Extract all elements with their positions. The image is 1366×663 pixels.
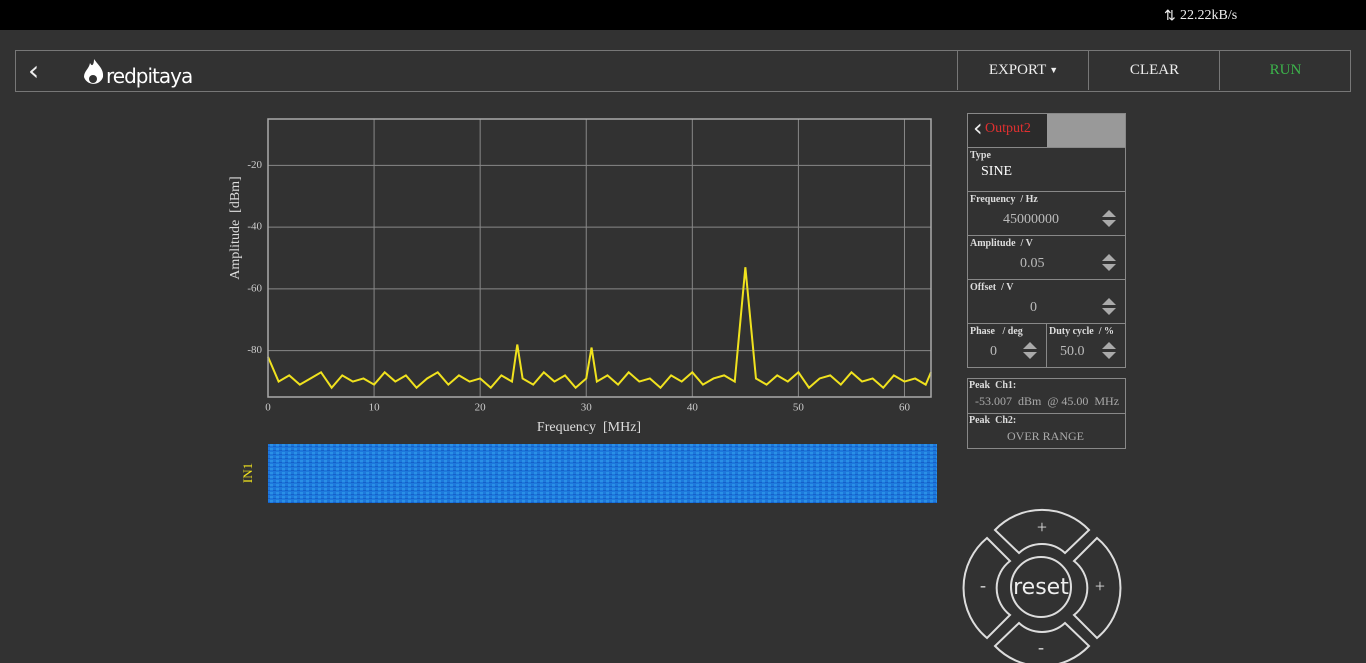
peak2-label: Peak Ch2: [969, 415, 1017, 426]
duty-label: Duty cycle / % [1049, 326, 1114, 337]
duty-field[interactable]: Duty cycle / % 50.0 [1046, 323, 1126, 368]
spin-down[interactable] [1102, 264, 1116, 271]
export-text: EXPORT [988, 61, 1047, 78]
peak1-label: Peak Ch1: [969, 380, 1017, 391]
net-speed: 22.22kB/s [1180, 8, 1238, 23]
pad-left[interactable] [962, 536, 1012, 640]
joystick: reset + - + - [962, 508, 1122, 663]
peak-divider [967, 413, 1126, 414]
phase-label: Phase / deg [970, 326, 1023, 337]
spin-up[interactable] [1102, 254, 1116, 261]
header [15, 50, 1351, 92]
caret: ▼ [1049, 65, 1059, 75]
duty-value: 50.0 [1060, 344, 1085, 359]
run-button[interactable]: RUN [1219, 50, 1351, 90]
x-tick-label: 10 [369, 402, 381, 414]
frequency-field[interactable]: Frequency / Hz 45000000 [967, 191, 1126, 236]
pad-right[interactable] [1072, 536, 1122, 640]
up-label: + [1037, 517, 1047, 537]
tab-label: Output2 [985, 121, 1031, 136]
spin-down[interactable] [1102, 352, 1116, 359]
x-tick-label: 30 [581, 402, 593, 414]
pad-down[interactable] [993, 621, 1091, 663]
offset-field[interactable]: Offset / V 0 [967, 279, 1126, 324]
left-label: - [980, 575, 986, 595]
amplitude-value: 0.05 [1020, 256, 1045, 271]
type-field[interactable]: Type SINE [967, 147, 1126, 192]
x-axis-title: Frequency [MHz] [537, 420, 641, 435]
amplitude-label: Amplitude / V [970, 238, 1033, 249]
reset-label: reset [1013, 575, 1069, 600]
type-label: Type [970, 150, 991, 161]
pad-reset[interactable] [1010, 556, 1072, 618]
plot-frame [267, 118, 932, 398]
clear-button[interactable]: CLEAR [1088, 50, 1220, 90]
status-bar [0, 0, 1366, 30]
right-label: + [1095, 576, 1105, 596]
tab-arrow: ‹ [973, 114, 983, 142]
export-button[interactable]: EXPORT ▼ [957, 50, 1089, 90]
y-tick-label: -20 [247, 159, 262, 171]
back-button[interactable]: ‹ [28, 54, 40, 87]
type-value: SINE [981, 164, 1013, 179]
offset-label: Offset / V [970, 282, 1014, 293]
x-tick-label: 40 [687, 402, 699, 414]
offset-value: 0 [1030, 300, 1037, 315]
spin-up[interactable] [1102, 298, 1116, 305]
tab-toggle[interactable] [1047, 114, 1125, 147]
spin-down[interactable] [1102, 220, 1116, 227]
logo-text: redpitaya [106, 64, 193, 88]
down-label: - [1038, 637, 1044, 657]
amplitude-field[interactable]: Amplitude / V 0.05 [967, 235, 1126, 280]
spin-up[interactable] [1023, 342, 1037, 349]
y-tick-label: -40 [247, 221, 262, 233]
phase-field[interactable]: Phase / deg 0 [967, 323, 1047, 368]
spectrum-line [267, 267, 932, 390]
frequency-value: 45000000 [1003, 212, 1059, 227]
pad-up[interactable] [993, 508, 1091, 555]
spectrum-chart: IN1 Amplitude [dBm] Frequency [MHz] -20 -… [228, 118, 937, 503]
spin-up[interactable] [1102, 342, 1116, 349]
phase-value: 0 [990, 344, 997, 359]
waterfall-label: IN1 [240, 463, 255, 483]
x-tick-label: 60 [899, 402, 911, 414]
frequency-label: Frequency / Hz [970, 194, 1038, 205]
x-tick-label: 50 [793, 402, 805, 414]
y-tick-label: -80 [247, 344, 262, 356]
spin-down[interactable] [1102, 308, 1116, 315]
peak2-value: OVER RANGE [1007, 429, 1084, 443]
y-axis-title: Amplitude [dBm] [228, 176, 243, 279]
peak1-value: -53.007 dBm @ 45.00 MHz [975, 394, 1120, 408]
logo-icon [84, 59, 104, 84]
spin-up[interactable] [1102, 210, 1116, 217]
x-tick-label: 20 [475, 402, 487, 414]
spin-down[interactable] [1023, 352, 1037, 359]
x-tick-label: 0 [265, 402, 271, 414]
y-tick-label: -60 [247, 282, 262, 294]
net-icon: ⇅ [1164, 9, 1176, 24]
waterfall [268, 444, 937, 503]
